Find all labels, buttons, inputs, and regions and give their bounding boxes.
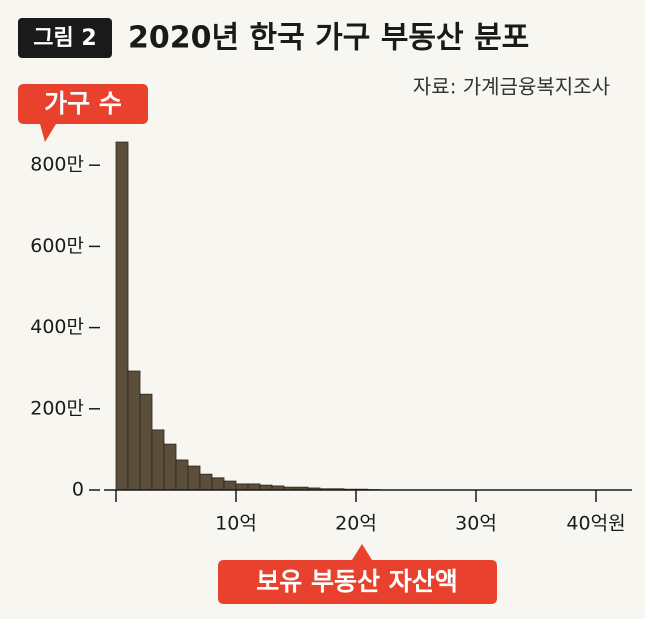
- x-tick-label: 30억: [455, 513, 497, 535]
- x-label-badge: [218, 544, 497, 604]
- bar: [235, 483, 249, 491]
- x-tick-label: 40억원: [566, 513, 625, 535]
- y-tick-label: 600만: [30, 235, 84, 257]
- badge-box: [18, 18, 112, 58]
- x-tick-label: 20억: [335, 513, 377, 535]
- y-axis-label: 가구 수: [44, 89, 122, 118]
- chart-title: 2020년 한국 가구 부동산 분포: [128, 21, 529, 56]
- bar: [151, 429, 165, 491]
- badge: 그림 2: [33, 26, 96, 51]
- source: 자료: 가계금융복지조사: [413, 75, 610, 99]
- bar: [247, 483, 261, 491]
- bar: [187, 465, 201, 491]
- bar: [163, 443, 177, 491]
- bar: [175, 459, 189, 491]
- bar: [115, 141, 129, 491]
- bar: [199, 473, 213, 491]
- y-label-badge: [18, 84, 148, 142]
- x-tick-label: 10억: [215, 513, 257, 535]
- y-tick-label: 200만: [30, 397, 84, 419]
- y-tick-label: 0: [72, 479, 84, 501]
- bar: [139, 393, 153, 491]
- bar: [211, 477, 225, 491]
- x-axis-label: 보유 부동산 자산액: [256, 567, 457, 596]
- y-tick-label: 800만: [30, 154, 84, 176]
- y-tick-label: 400만: [30, 316, 84, 338]
- bar: [223, 480, 237, 491]
- bar: [127, 370, 141, 491]
